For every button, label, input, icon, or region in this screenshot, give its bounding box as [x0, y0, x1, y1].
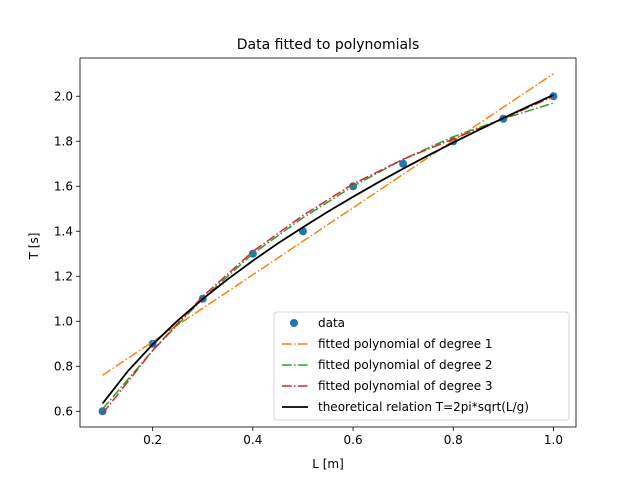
y-tick-label: 1.6 — [54, 179, 73, 193]
legend-marker — [290, 319, 298, 327]
legend-label: theoretical relation T=2pi*sqrt(L/g) — [318, 400, 529, 414]
legend-box — [273, 311, 570, 421]
theory-line — [101, 94, 554, 405]
y-tick-label: 0.8 — [54, 359, 73, 373]
legend-label: fitted polynomial of degree 2 — [318, 358, 493, 372]
x-tick-label: 0.6 — [344, 433, 363, 447]
chart-title: Data fitted to polynomials — [237, 37, 420, 53]
plot-area: 0.2 0.4 0.6 0.8 1.0 0.6 0.8 1.0 1.2 1.4 1.6 1.8 2.0 — [54, 57, 577, 447]
legend-label: fitted polynomial of degree 3 — [318, 379, 493, 393]
x-tick-label: 1.0 — [544, 433, 563, 447]
legend: data fitted polynomial of degree 1 fitted … — [273, 311, 570, 421]
x-axis-label: L [m] — [312, 457, 344, 471]
legend-label: data — [318, 316, 345, 330]
series-layer — [98, 73, 558, 416]
y-axis-ticks: 0.6 0.8 1.0 1.2 1.4 1.6 1.8 2.0 — [54, 89, 80, 418]
y-tick-label: 2.0 — [54, 89, 73, 103]
y-tick-label: 1.8 — [54, 134, 73, 148]
data-point — [549, 92, 558, 101]
x-axis-ticks: 0.2 0.4 0.6 0.8 1.0 — [143, 427, 563, 447]
y-tick-label: 1.2 — [54, 269, 73, 283]
y-axis-label: T [s] — [27, 233, 41, 261]
x-tick-label: 0.8 — [444, 433, 463, 447]
axes-frame — [79, 57, 577, 428]
data-point — [399, 159, 408, 168]
fit-line-2 — [101, 102, 554, 410]
y-tick-label: 1.4 — [54, 224, 73, 238]
legend-label: fitted polynomial of degree 1 — [318, 337, 493, 351]
data-point — [98, 407, 107, 416]
y-tick-label: 1.0 — [54, 314, 73, 328]
y-tick-label: 0.6 — [54, 404, 73, 418]
fit-line-3 — [101, 95, 554, 414]
x-tick-label: 0.4 — [243, 433, 262, 447]
x-tick-label: 0.2 — [143, 433, 162, 447]
fit-line-1 — [102, 73, 554, 376]
